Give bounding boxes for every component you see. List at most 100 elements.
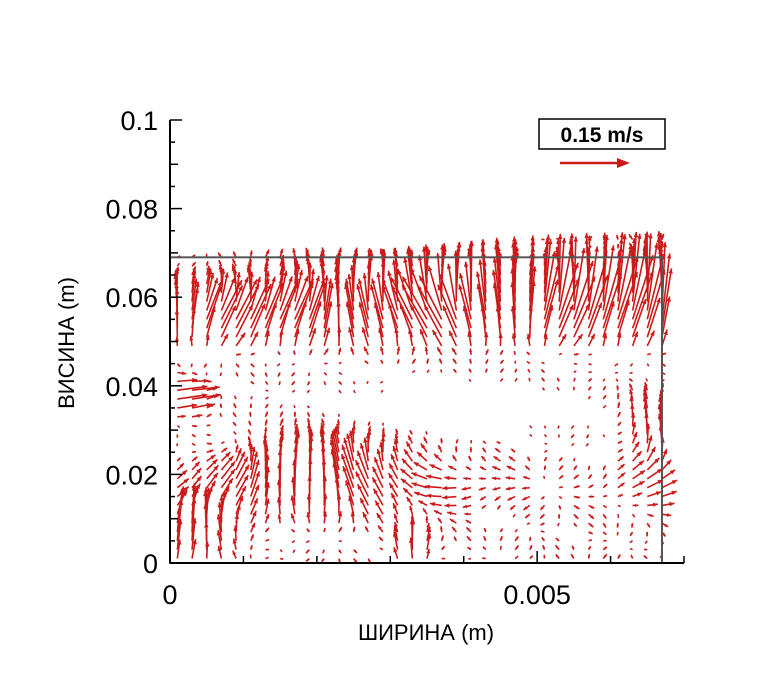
- velocity-vector-head: [365, 526, 369, 531]
- velocity-vector-head: [355, 460, 360, 466]
- velocity-vector-head: [357, 278, 363, 285]
- velocity-vector: [264, 276, 276, 311]
- velocity-vector-head: [551, 251, 556, 257]
- velocity-vector-head: [238, 495, 244, 502]
- velocity-vector-head: [526, 351, 530, 355]
- velocity-vector: [265, 538, 270, 542]
- velocity-vector-head: [307, 412, 310, 416]
- velocity-vector: [191, 518, 196, 550]
- velocity-vector-head: [442, 485, 448, 491]
- velocity-vector: [334, 266, 340, 302]
- velocity-vector-head: [571, 252, 575, 257]
- velocity-vector-head: [350, 347, 354, 352]
- velocity-vector-head: [305, 247, 310, 253]
- velocity-vector: [425, 431, 428, 435]
- velocity-vector-head: [557, 515, 561, 519]
- velocity-vector: [558, 249, 572, 311]
- velocity-vector: [602, 245, 615, 311]
- velocity-vector-head: [280, 418, 284, 423]
- velocity-vector-head: [444, 503, 450, 508]
- velocity-vector-head: [367, 247, 371, 253]
- velocity-vector-head: [617, 250, 621, 255]
- velocity-vector-head: [617, 402, 621, 406]
- velocity-vector-head: [412, 359, 416, 363]
- velocity-vector-head: [603, 524, 606, 528]
- velocity-vector: [646, 242, 658, 311]
- velocity-vector: [340, 453, 355, 488]
- velocity-vector-head: [654, 242, 659, 248]
- velocity-vector: [493, 282, 502, 329]
- velocity-vector-head: [426, 358, 429, 363]
- velocity-vector: [338, 361, 342, 365]
- velocity-vector: [602, 504, 608, 509]
- velocity-vector: [390, 284, 414, 329]
- velocity-vector-head: [205, 261, 209, 265]
- velocity-vector-head: [395, 429, 399, 433]
- velocity-vector-head: [630, 246, 636, 252]
- velocity-vector-head: [513, 239, 518, 245]
- velocity-vector-head: [572, 545, 575, 549]
- velocity-vector-head: [481, 456, 485, 460]
- velocity-vector-head: [360, 443, 365, 449]
- velocity-vector-head: [588, 236, 592, 240]
- velocity-vector: [356, 450, 370, 480]
- velocity-vector-head: [338, 559, 341, 563]
- velocity-vector-head: [271, 276, 276, 283]
- velocity-vector-head: [321, 558, 325, 562]
- y-axis-title: ВИСИНА (m): [54, 277, 79, 409]
- velocity-vector-head: [293, 411, 297, 415]
- velocity-vector-head: [469, 368, 472, 372]
- velocity-vector-head: [669, 469, 676, 475]
- velocity-vector: [350, 265, 355, 302]
- velocity-vector: [379, 547, 384, 551]
- velocity-vector: [323, 282, 334, 329]
- velocity-vector-head: [463, 261, 469, 267]
- velocity-vector: [617, 514, 620, 519]
- velocity-vector: [617, 234, 626, 302]
- velocity-vector-head: [495, 239, 500, 245]
- velocity-vector-head: [192, 434, 196, 437]
- velocity-vector-head: [569, 233, 575, 239]
- velocity-vector: [305, 540, 310, 544]
- y-tick-label: 0: [143, 549, 158, 579]
- velocity-vector: [220, 285, 244, 329]
- velocity-vector-head: [452, 347, 456, 353]
- velocity-vector-head: [630, 532, 633, 536]
- velocity-vector-head: [561, 237, 567, 243]
- velocity-vector-head: [527, 456, 531, 460]
- velocity-vector-head: [265, 411, 268, 416]
- velocity-vector: [403, 257, 414, 302]
- velocity-vector-head: [525, 514, 529, 518]
- velocity-vector-head: [588, 546, 591, 550]
- velocity-vector-head: [514, 368, 517, 372]
- velocity-vector-head: [590, 515, 594, 519]
- velocity-vector: [423, 246, 428, 293]
- velocity-vector-head: [500, 368, 504, 372]
- velocity-vector-head: [335, 423, 340, 429]
- velocity-vector-head: [324, 275, 329, 281]
- velocity-vector-head: [637, 492, 643, 497]
- velocity-vector: [220, 277, 236, 311]
- velocity-vector-head: [230, 469, 235, 475]
- velocity-vector-head: [500, 350, 503, 354]
- velocity-vector-head: [480, 466, 484, 470]
- velocity-vector-head: [376, 448, 382, 455]
- velocity-vector: [191, 281, 200, 320]
- y-tick-label: 0.06: [105, 283, 158, 313]
- velocity-vector-head: [207, 433, 211, 437]
- velocity-vector-head: [492, 466, 497, 470]
- velocity-vector-head: [648, 233, 653, 239]
- velocity-vector: [344, 283, 355, 329]
- velocity-vector: [514, 377, 518, 382]
- velocity-vector-head: [573, 236, 578, 242]
- velocity-vector: [278, 381, 281, 386]
- velocity-vector-head: [619, 456, 624, 461]
- velocity-vector-head: [195, 483, 201, 490]
- velocity-vector-head: [391, 285, 396, 291]
- velocity-vector-head: [426, 250, 430, 255]
- velocity-vector-head: [522, 486, 527, 490]
- velocity-vector-head: [439, 274, 444, 280]
- velocity-vector-head: [250, 545, 253, 549]
- velocity-vector: [588, 245, 592, 250]
- velocity-vector-head: [288, 276, 293, 282]
